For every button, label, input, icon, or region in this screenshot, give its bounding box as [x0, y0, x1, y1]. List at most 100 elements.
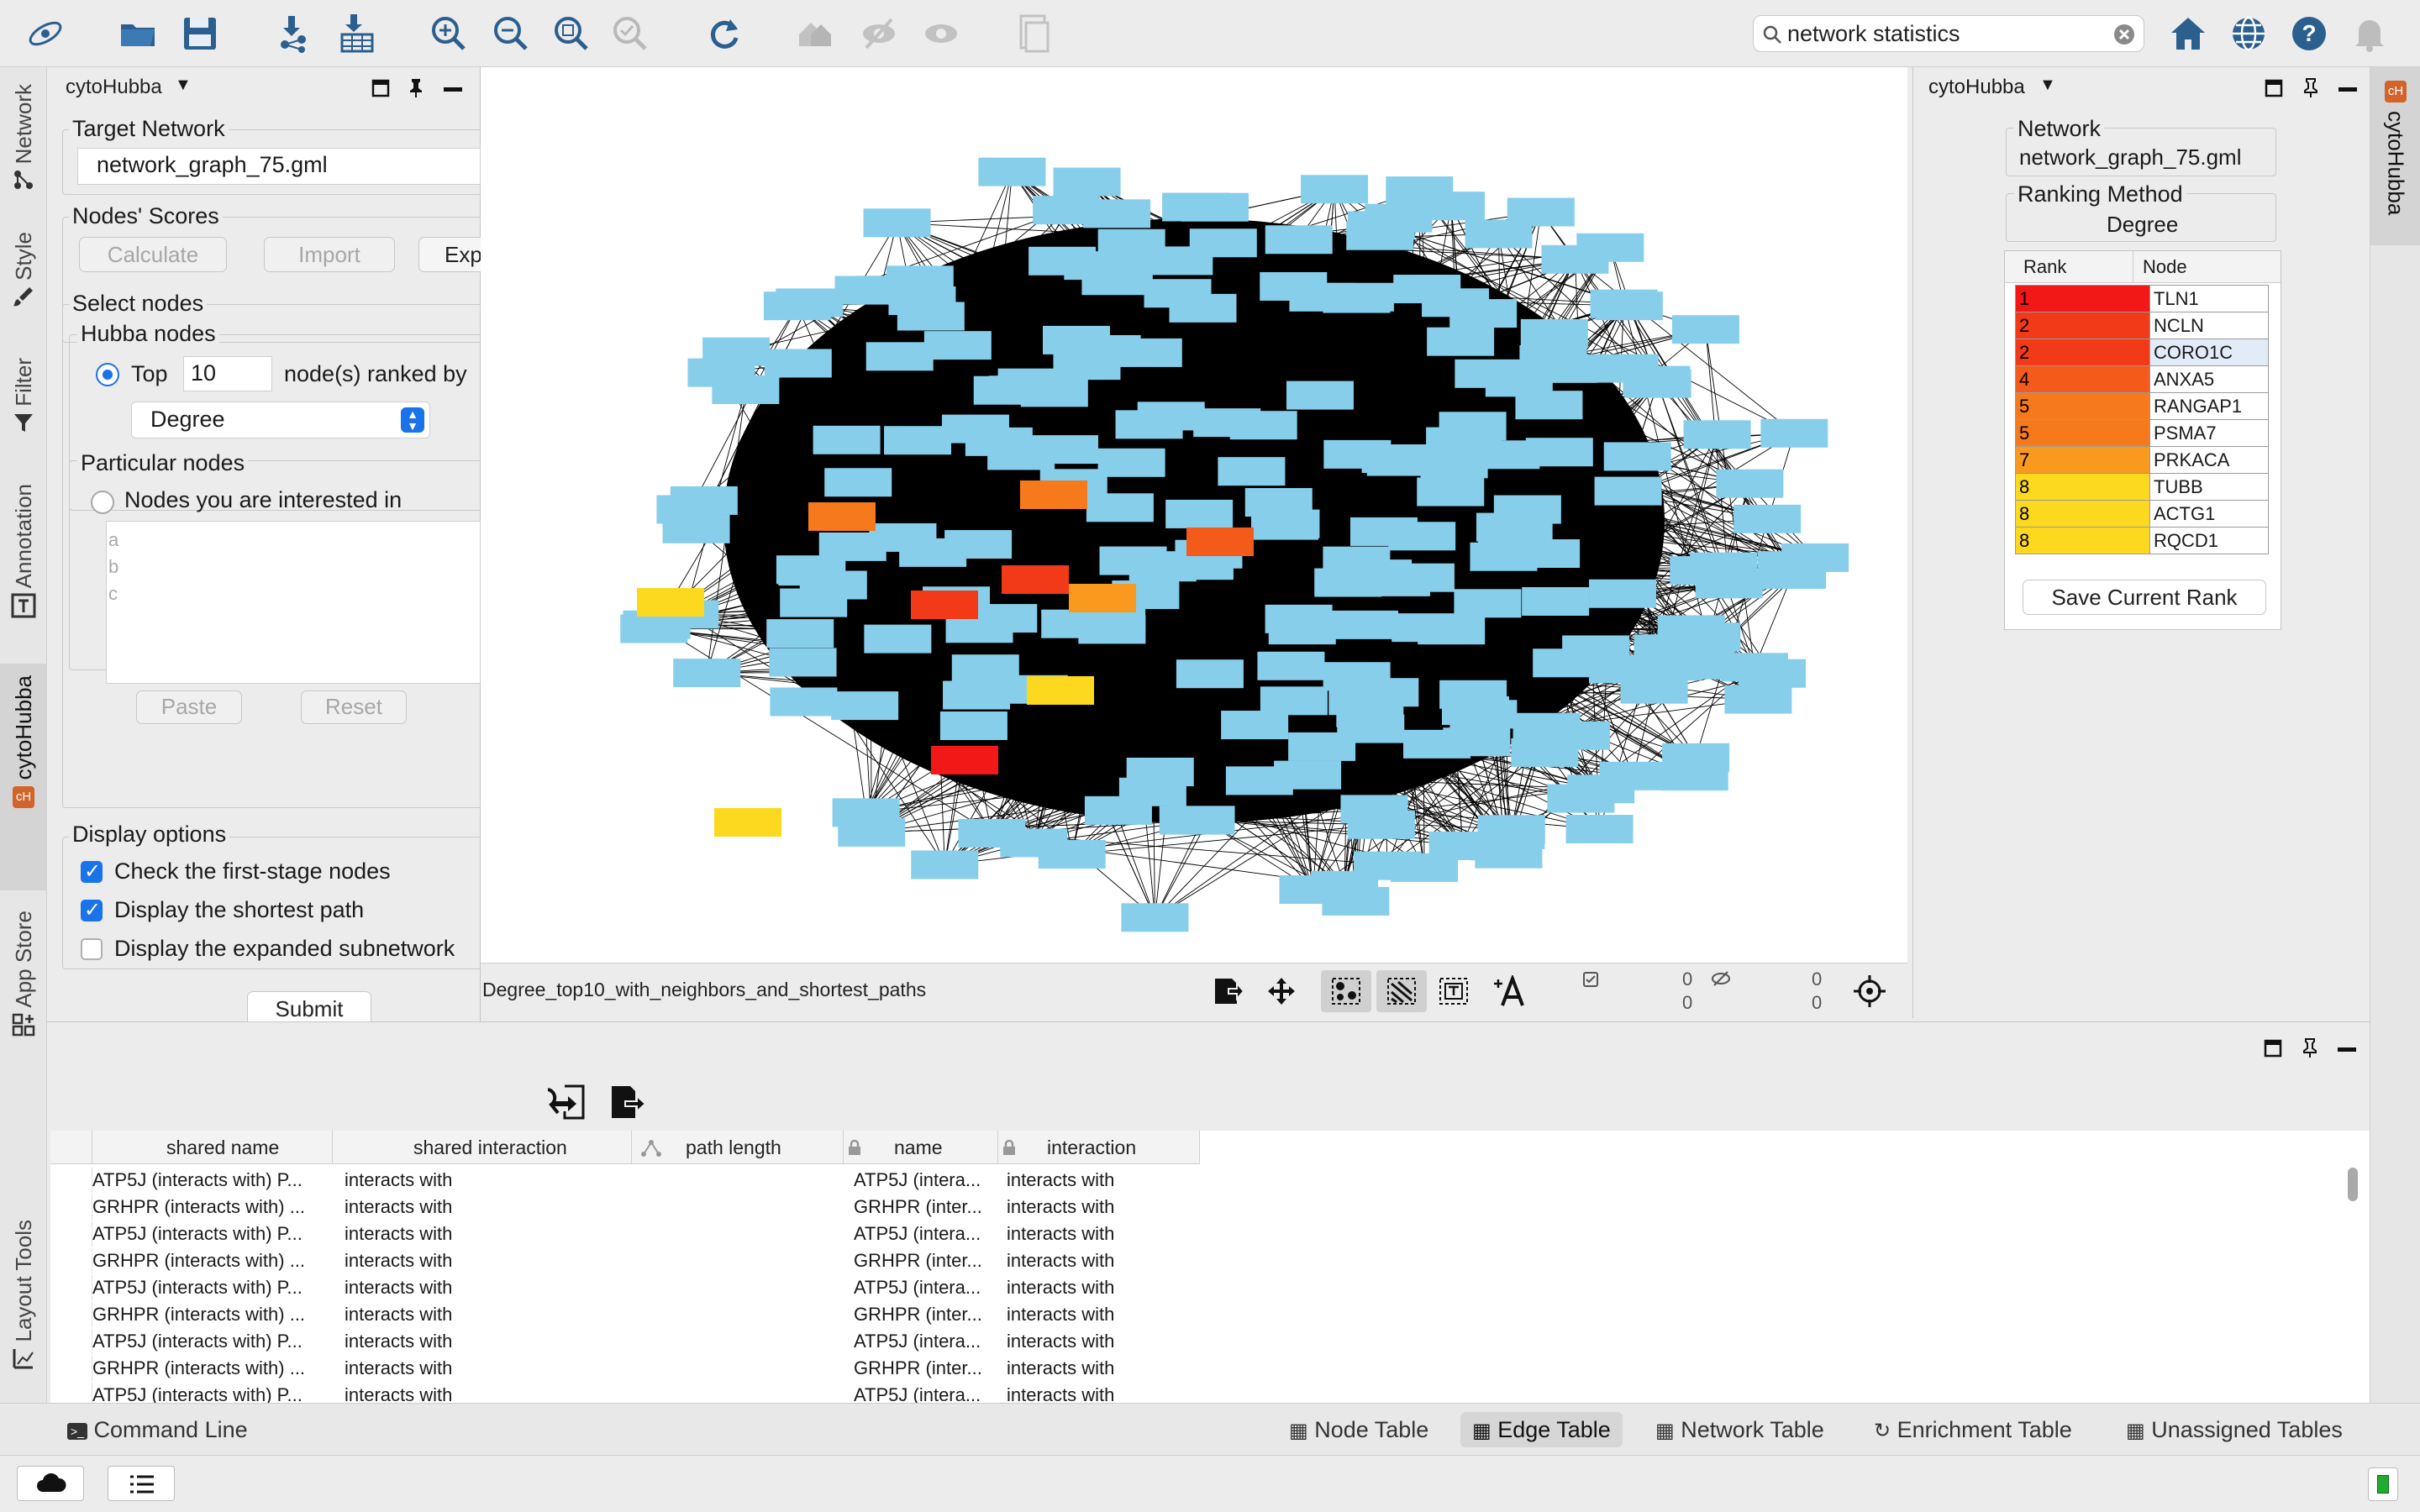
- ranking-method-select[interactable]: Degree ▲ ▼: [131, 402, 430, 438]
- chevron-down-icon[interactable]: ▼: [2039, 76, 2056, 94]
- column-header-name[interactable]: name: [844, 1131, 998, 1164]
- network-node[interactable]: [1427, 327, 1495, 356]
- network-node[interactable]: [1547, 784, 1615, 813]
- table-cell[interactable]: ATP5J (intera...: [854, 1384, 981, 1405]
- notification-bell-icon[interactable]: [2348, 12, 2391, 55]
- network-node[interactable]: [1388, 522, 1456, 551]
- network-node[interactable]: [1323, 439, 1392, 469]
- network-node[interactable]: [1286, 381, 1354, 410]
- table-cell[interactable]: GRHPR (interacts with) ...: [92, 1250, 306, 1271]
- row-selector[interactable]: [50, 1302, 92, 1327]
- table-cell[interactable]: interacts with: [345, 1331, 453, 1352]
- network-graph[interactable]: [481, 67, 1907, 963]
- network-node[interactable]: [1086, 493, 1154, 522]
- network-node[interactable]: [1265, 225, 1333, 255]
- network-node[interactable]: [1590, 289, 1658, 318]
- table-cell[interactable]: GRHPR (inter...: [854, 1250, 982, 1271]
- tab-node-table[interactable]: ▦ Node Table: [1277, 1412, 1440, 1447]
- rank-row[interactable]: 2 CORO1C: [2015, 339, 2269, 366]
- top-radio[interactable]: [96, 363, 119, 386]
- table-cell[interactable]: interacts with: [345, 1223, 453, 1244]
- minimize-icon[interactable]: [444, 87, 462, 92]
- maximize-icon[interactable]: [2264, 1039, 2282, 1058]
- network-node[interactable]: [1443, 727, 1511, 757]
- network-node[interactable]: [1623, 369, 1691, 398]
- zoom-in-icon[interactable]: [427, 12, 471, 55]
- network-node[interactable]: [1301, 175, 1369, 204]
- import-table-data-icon[interactable]: [551, 1084, 588, 1120]
- export-table-icon[interactable]: [610, 1084, 647, 1120]
- network-node[interactable]: [1097, 228, 1165, 258]
- network-node[interactable]: [831, 691, 899, 721]
- tab-command-line[interactable]: >_ Command Line: [55, 1412, 260, 1447]
- network-node[interactable]: [1244, 488, 1313, 517]
- network-node[interactable]: [1759, 559, 1827, 589]
- table-cell[interactable]: interacts with: [345, 1250, 453, 1271]
- pin-icon[interactable]: [2302, 77, 2320, 97]
- network-node[interactable]: [1038, 840, 1106, 869]
- table-cell[interactable]: interacts with: [345, 1357, 453, 1378]
- top-count-input[interactable]: 10: [183, 356, 272, 391]
- network-node[interactable]: [1520, 318, 1588, 348]
- network-node[interactable]: [1603, 442, 1671, 471]
- network-node[interactable]: [1760, 418, 1828, 448]
- hub-node[interactable]: [1020, 480, 1087, 509]
- network-node[interactable]: [1118, 777, 1186, 806]
- network-node[interactable]: [1470, 542, 1538, 571]
- network-node[interactable]: [1724, 685, 1792, 714]
- network-node[interactable]: [763, 291, 831, 321]
- reset-button[interactable]: Reset: [301, 690, 407, 724]
- tab-annotation[interactable]: Annotation: [0, 484, 47, 618]
- show-labels-icon[interactable]: [1492, 975, 1526, 1007]
- network-node[interactable]: [865, 342, 934, 371]
- network-node[interactable]: [1512, 712, 1581, 742]
- row-selector[interactable]: [50, 1168, 92, 1193]
- globe-icon[interactable]: [2227, 12, 2270, 55]
- hub-node[interactable]: [714, 808, 781, 837]
- column-header-shared-name[interactable]: shared name: [92, 1131, 333, 1164]
- row-selector[interactable]: [50, 1248, 92, 1273]
- network-node[interactable]: [1159, 806, 1227, 835]
- row-selector[interactable]: [50, 1356, 92, 1381]
- column-header-shared-interaction[interactable]: shared interaction: [333, 1131, 632, 1164]
- table-cell[interactable]: ATP5J (interacts with) P...: [92, 1277, 302, 1298]
- row-selector[interactable]: [50, 1275, 92, 1300]
- network-node[interactable]: [943, 680, 1011, 710]
- table-cell[interactable]: interacts with: [345, 1196, 453, 1217]
- network-node[interactable]: [1511, 738, 1579, 768]
- network-node[interactable]: [1121, 903, 1189, 932]
- tab-style[interactable]: Style: [0, 232, 47, 307]
- network-node[interactable]: [1386, 176, 1454, 206]
- pin-icon[interactable]: [2301, 1037, 2319, 1058]
- tab-enrichment-table[interactable]: ↻ Enrichment Table: [1862, 1412, 2084, 1447]
- table-cell[interactable]: GRHPR (inter...: [854, 1304, 982, 1325]
- network-node[interactable]: [1225, 766, 1293, 795]
- network-node[interactable]: [958, 818, 1026, 848]
- export-button[interactable]: Exp: [418, 237, 482, 272]
- network-node[interactable]: [1541, 244, 1609, 274]
- network-node[interactable]: [1265, 604, 1333, 633]
- rank-row[interactable]: 5 RANGAP1: [2015, 392, 2269, 420]
- network-node[interactable]: [834, 276, 902, 305]
- network-node[interactable]: [863, 208, 931, 238]
- network-node[interactable]: [1716, 469, 1784, 498]
- network-node[interactable]: [670, 486, 738, 515]
- calculate-button[interactable]: Calculate: [79, 237, 227, 272]
- network-node[interactable]: [1279, 875, 1347, 905]
- network-node[interactable]: [1165, 499, 1234, 528]
- table-cell[interactable]: GRHPR (interacts with) ...: [92, 1357, 306, 1378]
- network-node[interactable]: [1053, 351, 1121, 381]
- network-node[interactable]: [1475, 839, 1543, 869]
- network-node[interactable]: [1522, 587, 1590, 617]
- shortest-path-checkbox[interactable]: [81, 898, 103, 922]
- network-node[interactable]: [951, 654, 1019, 684]
- network-node[interactable]: [1565, 815, 1634, 844]
- network-node[interactable]: [1081, 266, 1150, 296]
- table-cell[interactable]: ATP5J (interacts with) P...: [92, 1223, 302, 1244]
- network-node[interactable]: [1589, 579, 1657, 608]
- rank-row[interactable]: 4 ANXA5: [2015, 365, 2269, 393]
- table-cell[interactable]: interacts with: [345, 1169, 453, 1190]
- network-node[interactable]: [1083, 199, 1151, 228]
- network-node[interactable]: [864, 624, 932, 654]
- network-node[interactable]: [1137, 402, 1205, 431]
